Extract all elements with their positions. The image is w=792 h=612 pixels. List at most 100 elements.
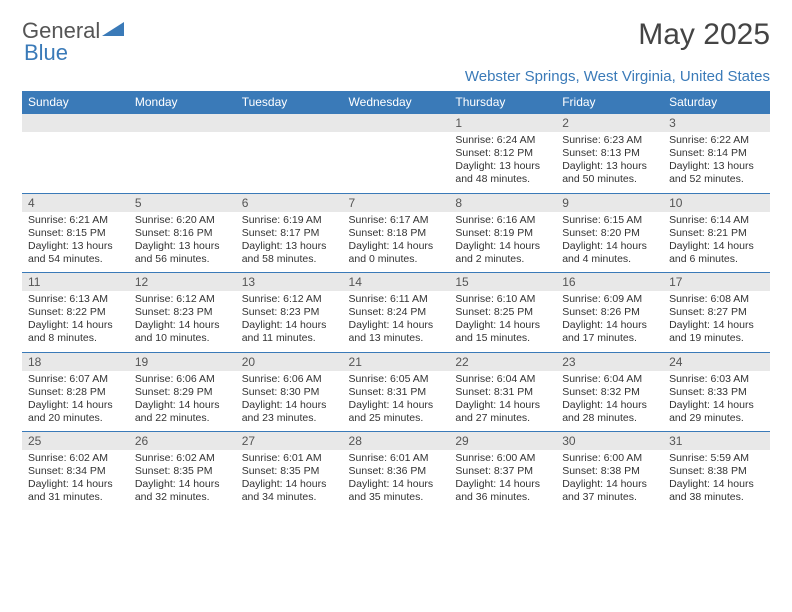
day-data: Sunrise: 6:19 AMSunset: 8:17 PMDaylight:… <box>236 212 343 273</box>
day-data: Sunrise: 6:12 AMSunset: 8:23 PMDaylight:… <box>236 291 343 352</box>
title-block: May 2025 <box>638 18 770 52</box>
day-sr: Sunrise: 6:01 AM <box>349 452 444 465</box>
day-ss: Sunset: 8:15 PM <box>28 227 123 240</box>
day-data: Sunrise: 6:22 AMSunset: 8:14 PMDaylight:… <box>663 132 770 193</box>
day-ss: Sunset: 8:37 PM <box>455 465 550 478</box>
day-dl1: Daylight: 14 hours <box>455 399 550 412</box>
day-number: 3 <box>663 114 770 132</box>
day-ss: Sunset: 8:35 PM <box>135 465 230 478</box>
day-ss: Sunset: 8:23 PM <box>135 306 230 319</box>
day-data <box>129 132 236 190</box>
day-data: Sunrise: 6:02 AMSunset: 8:35 PMDaylight:… <box>129 450 236 511</box>
day-sr: Sunrise: 6:17 AM <box>349 214 444 227</box>
weekday-sun: Sunday <box>22 91 129 114</box>
day-ss: Sunset: 8:29 PM <box>135 386 230 399</box>
day-sr: Sunrise: 6:15 AM <box>562 214 657 227</box>
day-number: 13 <box>236 273 343 291</box>
day-number <box>129 114 236 132</box>
day-ss: Sunset: 8:22 PM <box>28 306 123 319</box>
day-dl2: and 32 minutes. <box>135 491 230 504</box>
day-number: 23 <box>556 353 663 371</box>
day-number: 20 <box>236 353 343 371</box>
day-cell: 30Sunrise: 6:00 AMSunset: 8:38 PMDayligh… <box>556 432 663 511</box>
day-data: Sunrise: 6:13 AMSunset: 8:22 PMDaylight:… <box>22 291 129 352</box>
week-row: 4Sunrise: 6:21 AMSunset: 8:15 PMDaylight… <box>22 193 770 273</box>
day-ss: Sunset: 8:36 PM <box>349 465 444 478</box>
day-ss: Sunset: 8:12 PM <box>455 147 550 160</box>
day-number: 30 <box>556 432 663 450</box>
day-ss: Sunset: 8:32 PM <box>562 386 657 399</box>
weekday-wed: Wednesday <box>343 91 450 114</box>
day-cell: 25Sunrise: 6:02 AMSunset: 8:34 PMDayligh… <box>22 432 129 511</box>
day-sr: Sunrise: 6:09 AM <box>562 293 657 306</box>
day-dl2: and 2 minutes. <box>455 253 550 266</box>
day-sr: Sunrise: 6:10 AM <box>455 293 550 306</box>
day-cell <box>343 114 450 194</box>
day-data: Sunrise: 6:09 AMSunset: 8:26 PMDaylight:… <box>556 291 663 352</box>
day-number: 16 <box>556 273 663 291</box>
day-dl1: Daylight: 14 hours <box>669 399 764 412</box>
day-number: 19 <box>129 353 236 371</box>
day-sr: Sunrise: 6:08 AM <box>669 293 764 306</box>
day-cell: 13Sunrise: 6:12 AMSunset: 8:23 PMDayligh… <box>236 273 343 353</box>
day-data: Sunrise: 6:23 AMSunset: 8:13 PMDaylight:… <box>556 132 663 193</box>
day-number: 6 <box>236 194 343 212</box>
month-title: May 2025 <box>638 18 770 52</box>
day-dl2: and 23 minutes. <box>242 412 337 425</box>
day-dl1: Daylight: 13 hours <box>455 160 550 173</box>
day-ss: Sunset: 8:17 PM <box>242 227 337 240</box>
day-number <box>236 114 343 132</box>
day-dl2: and 13 minutes. <box>349 332 444 345</box>
day-dl2: and 15 minutes. <box>455 332 550 345</box>
day-number: 11 <box>22 273 129 291</box>
day-sr: Sunrise: 6:19 AM <box>242 214 337 227</box>
day-dl2: and 52 minutes. <box>669 173 764 186</box>
day-number: 27 <box>236 432 343 450</box>
day-cell: 29Sunrise: 6:00 AMSunset: 8:37 PMDayligh… <box>449 432 556 511</box>
day-cell: 2Sunrise: 6:23 AMSunset: 8:13 PMDaylight… <box>556 114 663 194</box>
week-row: 25Sunrise: 6:02 AMSunset: 8:34 PMDayligh… <box>22 432 770 511</box>
day-number: 1 <box>449 114 556 132</box>
day-sr: Sunrise: 6:13 AM <box>28 293 123 306</box>
day-cell: 22Sunrise: 6:04 AMSunset: 8:31 PMDayligh… <box>449 352 556 432</box>
day-dl1: Daylight: 13 hours <box>242 240 337 253</box>
day-sr: Sunrise: 5:59 AM <box>669 452 764 465</box>
day-cell: 27Sunrise: 6:01 AMSunset: 8:35 PMDayligh… <box>236 432 343 511</box>
day-dl2: and 10 minutes. <box>135 332 230 345</box>
day-data: Sunrise: 6:17 AMSunset: 8:18 PMDaylight:… <box>343 212 450 273</box>
day-dl2: and 35 minutes. <box>349 491 444 504</box>
day-number: 17 <box>663 273 770 291</box>
day-cell: 4Sunrise: 6:21 AMSunset: 8:15 PMDaylight… <box>22 193 129 273</box>
day-data: Sunrise: 6:08 AMSunset: 8:27 PMDaylight:… <box>663 291 770 352</box>
day-sr: Sunrise: 6:03 AM <box>669 373 764 386</box>
day-sr: Sunrise: 6:04 AM <box>455 373 550 386</box>
day-dl1: Daylight: 14 hours <box>28 478 123 491</box>
location: Webster Springs, West Virginia, United S… <box>22 68 770 85</box>
day-number: 7 <box>343 194 450 212</box>
day-cell: 9Sunrise: 6:15 AMSunset: 8:20 PMDaylight… <box>556 193 663 273</box>
day-cell: 10Sunrise: 6:14 AMSunset: 8:21 PMDayligh… <box>663 193 770 273</box>
day-dl2: and 11 minutes. <box>242 332 337 345</box>
day-data: Sunrise: 6:16 AMSunset: 8:19 PMDaylight:… <box>449 212 556 273</box>
day-dl2: and 4 minutes. <box>562 253 657 266</box>
day-data: Sunrise: 6:01 AMSunset: 8:36 PMDaylight:… <box>343 450 450 511</box>
day-cell: 16Sunrise: 6:09 AMSunset: 8:26 PMDayligh… <box>556 273 663 353</box>
day-ss: Sunset: 8:33 PM <box>669 386 764 399</box>
day-dl1: Daylight: 13 hours <box>28 240 123 253</box>
day-sr: Sunrise: 6:07 AM <box>28 373 123 386</box>
day-sr: Sunrise: 6:02 AM <box>28 452 123 465</box>
day-ss: Sunset: 8:38 PM <box>562 465 657 478</box>
week-row: 1Sunrise: 6:24 AMSunset: 8:12 PMDaylight… <box>22 114 770 194</box>
day-cell: 19Sunrise: 6:06 AMSunset: 8:29 PMDayligh… <box>129 352 236 432</box>
day-data: Sunrise: 5:59 AMSunset: 8:38 PMDaylight:… <box>663 450 770 511</box>
week-row: 11Sunrise: 6:13 AMSunset: 8:22 PMDayligh… <box>22 273 770 353</box>
day-data: Sunrise: 6:01 AMSunset: 8:35 PMDaylight:… <box>236 450 343 511</box>
day-data: Sunrise: 6:10 AMSunset: 8:25 PMDaylight:… <box>449 291 556 352</box>
day-cell: 1Sunrise: 6:24 AMSunset: 8:12 PMDaylight… <box>449 114 556 194</box>
day-number: 15 <box>449 273 556 291</box>
day-sr: Sunrise: 6:12 AM <box>135 293 230 306</box>
day-number: 28 <box>343 432 450 450</box>
day-number: 5 <box>129 194 236 212</box>
day-dl2: and 58 minutes. <box>242 253 337 266</box>
day-dl2: and 38 minutes. <box>669 491 764 504</box>
